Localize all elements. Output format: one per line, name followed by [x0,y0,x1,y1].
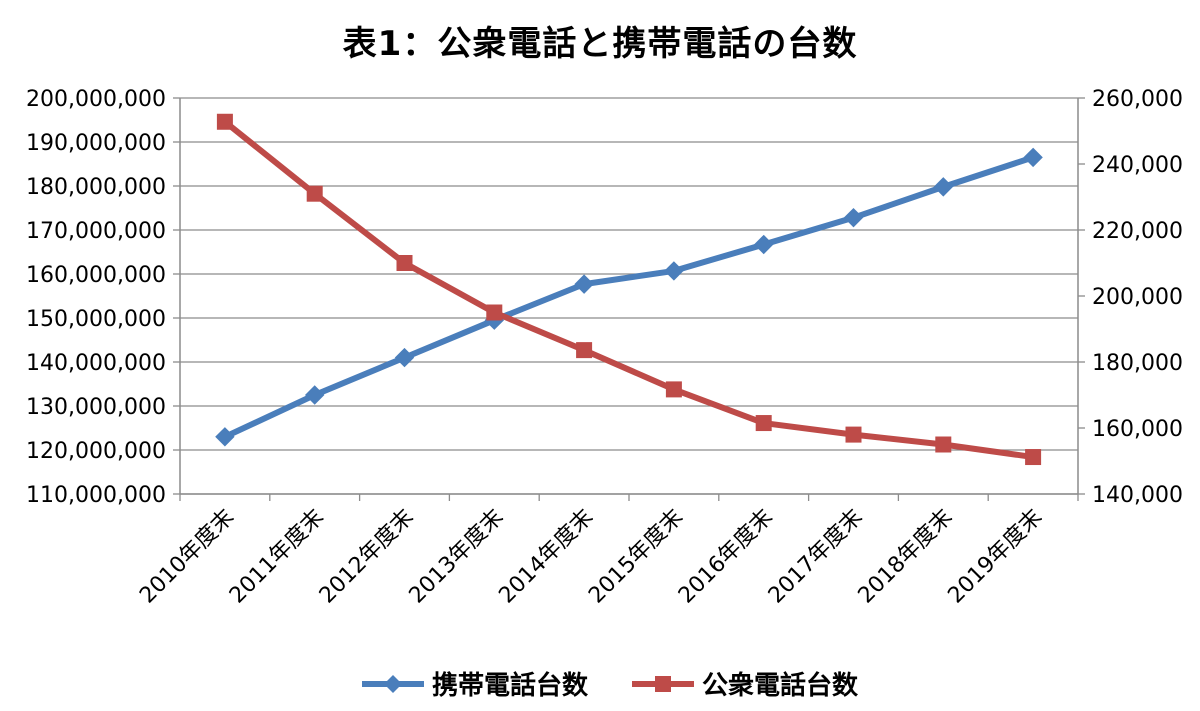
series-line-2 [223,119,1034,461]
y-right-tick-label: 200,000 [1092,285,1183,310]
x-tick-label: 2018年度末 [854,505,958,609]
series-line-1 [223,154,1035,440]
x-tick-label: 2014年度末 [494,505,598,609]
data-point [753,234,774,255]
data-point [1025,449,1042,466]
y-left-tick-label: 190,000,000 [26,131,166,156]
y-left-tick-label: 120,000,000 [26,439,166,464]
legend-marker [655,676,671,692]
data-point [304,385,325,405]
y-left-tick-label: 130,000,000 [26,395,166,420]
y-left-tick-label: 180,000,000 [26,175,166,200]
y-left-tick-label: 160,000,000 [26,263,166,288]
data-point [574,274,594,294]
legend-marker [384,675,402,693]
data-point [306,185,323,202]
data-point [843,207,864,228]
data-point [933,177,954,197]
x-tick-label: 2012年度末 [315,505,419,609]
y-right-tick-label: 220,000 [1092,219,1183,244]
x-tick-label: 2019年度末 [943,505,1047,609]
y-right-tick-label: 260,000 [1092,87,1183,112]
x-tick-label: 2015年度末 [584,505,688,609]
legend-label-1: 携帯電話台数 [432,670,589,701]
y-right-tick-label: 240,000 [1092,153,1183,178]
data-point [216,113,233,130]
data-point [1023,147,1043,168]
chart-title: 表1：公衆電話と携帯電話の台数 [342,24,858,64]
data-point [664,261,684,281]
data-point [486,304,503,321]
data-point [215,427,235,447]
y-left-tick-label: 200,000,000 [26,87,166,112]
y-right-tick-label: 180,000 [1092,351,1183,376]
y-left-tick-label: 170,000,000 [26,219,166,244]
x-tick-label: 2017年度末 [764,505,868,609]
x-tick-label: 2016年度末 [674,505,778,609]
data-point [845,426,862,443]
legend-label-2: 公衆電話台数 [702,670,859,701]
data-point [935,436,952,453]
y-left-tick-label: 150,000,000 [26,307,166,332]
y-left-tick-label: 140,000,000 [26,351,166,376]
y-right-tick-label: 140,000 [1092,483,1183,508]
x-tick-label: 2011年度末 [225,505,329,609]
x-tick-label: 2010年度末 [135,505,239,609]
data-point [396,255,413,271]
data-point [394,347,415,368]
y-left-tick-label: 110,000,000 [26,483,166,508]
data-point [576,342,593,359]
data-point [665,381,682,398]
x-tick-label: 2013年度末 [405,505,509,609]
y-right-tick-label: 160,000 [1092,417,1183,442]
data-point [755,415,772,432]
